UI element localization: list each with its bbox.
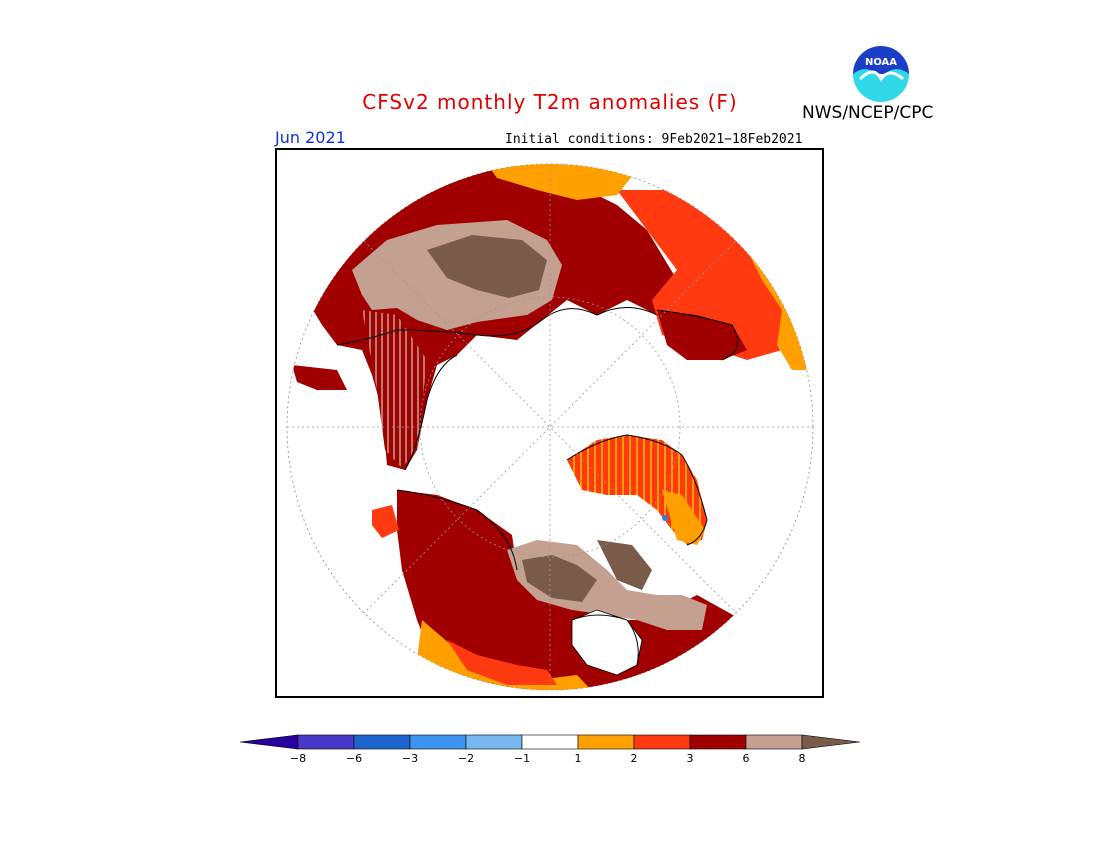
colorbar-segment <box>353 734 411 750</box>
colorbar-segment <box>633 734 691 750</box>
colorbar-label: 3 <box>687 752 694 765</box>
eurasia-streaks <box>362 310 427 468</box>
colorbar-segment <box>297 734 355 750</box>
north-america-dark-red <box>397 490 742 690</box>
colorbar-segment <box>465 734 523 750</box>
colorbar: −8 −6 −3 −2 −1 1 2 3 6 8 <box>239 734 861 765</box>
polar-map <box>286 163 814 691</box>
agency-label: NWS/NCEP/CPC <box>802 103 934 123</box>
colorbar-label: 6 <box>743 752 750 765</box>
colorbar-segment <box>577 734 635 750</box>
usa-red <box>447 640 557 685</box>
colorbar-label: 1 <box>575 752 582 765</box>
canada-brown-east <box>597 540 652 590</box>
latitude-longitude-grid <box>287 164 813 690</box>
coastlines <box>336 307 739 666</box>
colorbar-label: −3 <box>402 752 418 765</box>
colorbar-label: 8 <box>799 752 806 765</box>
colorbar-segment <box>409 734 467 750</box>
station-marker <box>662 515 668 521</box>
colorbar-label: −8 <box>290 752 306 765</box>
colorbar-arrow-right <box>801 734 861 750</box>
colorbar-label: 2 <box>631 752 638 765</box>
east-siberia-dark-red <box>292 365 347 390</box>
colorbar-label: −2 <box>458 752 474 765</box>
map-frame <box>275 148 824 698</box>
anomaly-shading <box>292 164 813 690</box>
colorbar-label: −6 <box>346 752 362 765</box>
canada-brown <box>522 555 597 602</box>
greenland-orange-edge <box>662 490 705 545</box>
colorbar-segment <box>521 734 579 750</box>
eurasia-brown <box>427 235 547 298</box>
russia-orange-north <box>477 164 637 200</box>
colorbar-arrow-left <box>239 734 299 750</box>
logo-text: NOAA <box>865 57 897 68</box>
noaa-logo: NOAA <box>851 44 911 104</box>
colorbar-segment <box>689 734 747 750</box>
colorbar-label: −1 <box>514 752 530 765</box>
chart-title: CFSv2 monthly T2m anomalies (F) <box>362 90 738 114</box>
initial-conditions: Initial conditions: 9Feb2021−18Feb2021 <box>505 132 803 147</box>
alaska-red <box>372 505 399 538</box>
colorbar-segment <box>745 734 803 750</box>
forecast-month: Jun 2021 <box>275 128 346 147</box>
scandinavia-dark-red <box>657 310 747 360</box>
